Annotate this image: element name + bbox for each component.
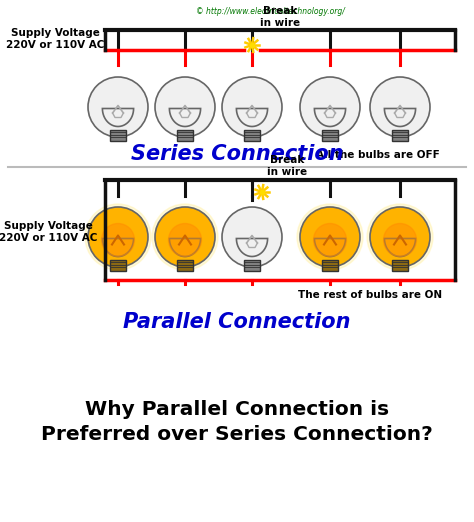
Circle shape (101, 223, 135, 256)
Circle shape (370, 207, 430, 267)
Circle shape (85, 204, 151, 270)
Circle shape (383, 223, 417, 256)
Circle shape (222, 77, 282, 137)
FancyBboxPatch shape (110, 259, 126, 271)
Circle shape (88, 77, 148, 137)
FancyBboxPatch shape (177, 129, 193, 141)
Text: Break
in wire: Break in wire (267, 156, 307, 177)
Polygon shape (102, 239, 134, 256)
Text: Why Parallel Connection is
Preferred over Series Connection?: Why Parallel Connection is Preferred ove… (41, 400, 433, 444)
Text: Break
in wire: Break in wire (260, 6, 300, 28)
Circle shape (300, 77, 360, 137)
Circle shape (168, 223, 201, 256)
Text: © http://www.electricaltechnology.org/: © http://www.electricaltechnology.org/ (196, 7, 345, 17)
Polygon shape (102, 109, 134, 126)
FancyBboxPatch shape (177, 259, 193, 271)
Polygon shape (169, 239, 201, 256)
Text: All the bulbs are OFF: All the bulbs are OFF (316, 150, 440, 160)
FancyBboxPatch shape (392, 129, 408, 141)
Circle shape (152, 204, 218, 270)
Polygon shape (169, 109, 201, 126)
Polygon shape (384, 109, 416, 126)
FancyBboxPatch shape (244, 129, 260, 141)
Circle shape (222, 207, 282, 267)
Circle shape (88, 207, 148, 267)
FancyBboxPatch shape (244, 259, 260, 271)
Circle shape (155, 207, 215, 267)
Text: Supply Voltage
220V or 110V AC: Supply Voltage 220V or 110V AC (0, 221, 97, 243)
Circle shape (155, 77, 215, 137)
Circle shape (297, 204, 363, 270)
Text: Parallel Connection: Parallel Connection (123, 312, 351, 332)
Text: The rest of bulbs are ON: The rest of bulbs are ON (298, 290, 442, 300)
Text: Series Connection: Series Connection (131, 144, 343, 164)
Circle shape (300, 207, 360, 267)
FancyBboxPatch shape (322, 259, 338, 271)
Polygon shape (314, 109, 346, 126)
FancyBboxPatch shape (322, 129, 338, 141)
Circle shape (370, 77, 430, 137)
Polygon shape (237, 239, 268, 256)
Circle shape (313, 223, 346, 256)
Circle shape (367, 204, 433, 270)
Text: Supply Voltage
220V or 110V AC: Supply Voltage 220V or 110V AC (6, 28, 104, 50)
FancyBboxPatch shape (392, 259, 408, 271)
Polygon shape (384, 239, 416, 256)
Polygon shape (237, 109, 268, 126)
FancyBboxPatch shape (110, 129, 126, 141)
Polygon shape (314, 239, 346, 256)
